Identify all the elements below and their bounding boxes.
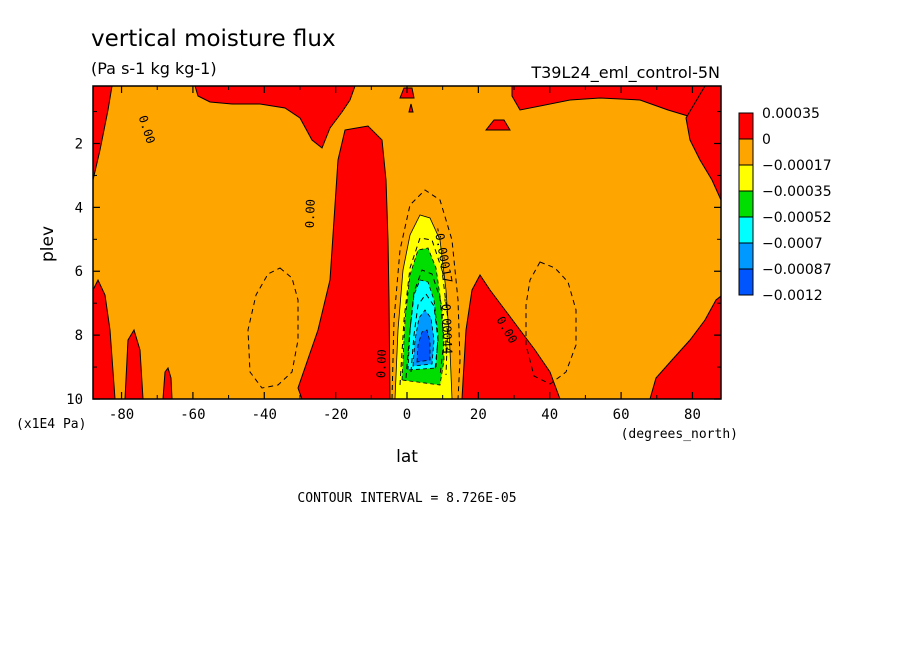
y-tick-label: 2 — [75, 136, 83, 152]
x-tick-label: 0 — [403, 407, 411, 423]
legend-swatch — [738, 190, 754, 218]
x-axis-label: lat — [396, 447, 418, 467]
legend-label: −0.00017 — [762, 158, 832, 174]
chart-units: (Pa s-1 kg kg-1) — [91, 59, 217, 78]
legend-label: 0 — [762, 132, 771, 148]
contour-label: 0.00 — [303, 199, 318, 228]
dashed-contour-core-a — [399, 237, 449, 386]
red-region-left-edge — [93, 86, 113, 181]
dashed-contours — [247, 189, 577, 399]
contour-label: -0.00044 — [439, 296, 455, 354]
dataset-name: T39L24_eml_control-5N — [530, 63, 720, 83]
x-tick-label: -20 — [323, 407, 348, 423]
legend-label: −0.00035 — [762, 184, 832, 200]
legend-label: −0.0007 — [762, 236, 823, 252]
y-axis: 2 4 6 8 10 — [66, 111, 721, 408]
dashed-contour-right — [525, 261, 577, 385]
x-tick-label: -60 — [180, 407, 205, 423]
y-tick-label: 4 — [75, 200, 83, 216]
red-region-top-right-small — [484, 119, 511, 131]
chart-title: vertical moisture flux — [91, 26, 336, 52]
x-tick-label: -40 — [252, 407, 277, 423]
legend-swatch — [738, 164, 754, 192]
contour-label: 0.00 — [374, 349, 389, 378]
red-region-spike-2 — [162, 366, 173, 399]
dashed-contour-left — [247, 267, 299, 389]
plot-area — [93, 86, 721, 399]
dashed-contour-core-outer — [391, 189, 461, 399]
y-tick-label: 8 — [75, 328, 83, 344]
red-region-spike-1 — [124, 328, 144, 399]
red-region-bottom-left — [93, 278, 116, 399]
legend-swatch — [738, 216, 754, 244]
x-axis-units: (degrees_north) — [621, 427, 738, 442]
x-tick-label: 20 — [470, 407, 487, 423]
red-region-column-left — [297, 125, 391, 399]
x-tick-label: 40 — [541, 407, 558, 423]
contour-interval: CONTOUR INTERVAL = 8.726E-05 — [297, 491, 516, 506]
y-axis-label: plev — [38, 226, 58, 262]
y-tick-label: 6 — [75, 264, 83, 280]
legend-label: −0.0012 — [762, 288, 823, 304]
x-tick-label: 60 — [613, 407, 630, 423]
red-region-top-left — [194, 86, 356, 149]
y-axis-units: (x1E4 Pa) — [16, 417, 86, 432]
dashed-contour-core-c — [410, 293, 439, 373]
red-region-bottom-right — [649, 295, 721, 399]
legend-label: −0.00087 — [762, 262, 832, 278]
x-tick-label: 80 — [684, 407, 701, 423]
red-region-top-mid-small — [408, 103, 414, 113]
red-region-right-edge — [685, 86, 721, 201]
legend-label: 0.00035 — [762, 106, 820, 122]
legend-swatch — [738, 112, 754, 140]
legend: 0.00035 0 −0.00017 −0.00035 −0.00052 −0.0007 −… — [738, 106, 832, 304]
x-axis: -80 -60 -40 -20 0 20 40 60 80 — [109, 86, 701, 423]
x-tick-label: -80 — [109, 407, 134, 423]
legend-swatch — [738, 242, 754, 270]
red-region-column-right — [461, 274, 561, 399]
legend-swatch — [738, 268, 754, 296]
dashed-contour-core-b — [405, 269, 445, 379]
legend-label: −0.00052 — [762, 210, 832, 226]
y-tick-label: 10 — [66, 392, 83, 408]
neg-core-level-5 — [416, 329, 431, 363]
legend-swatch — [738, 138, 754, 166]
